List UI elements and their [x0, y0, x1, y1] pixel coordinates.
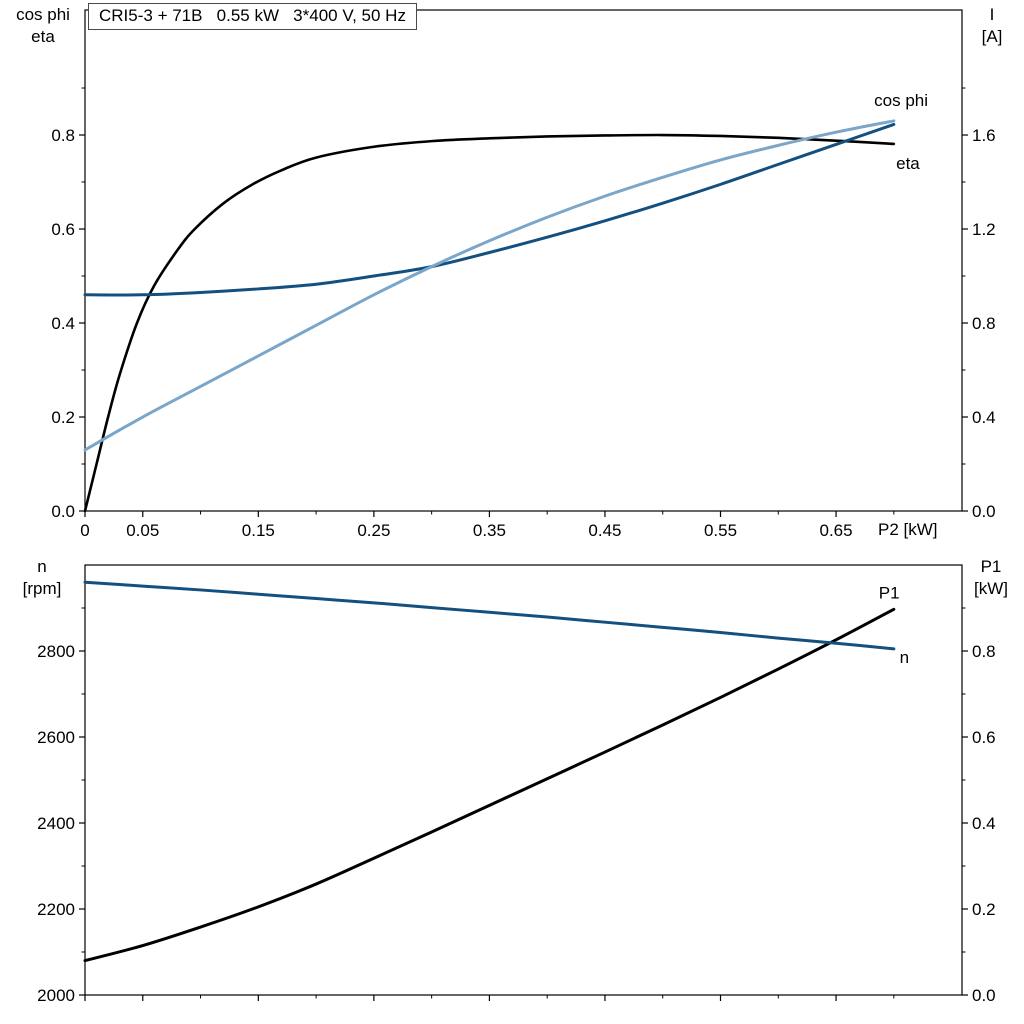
top-right-axis-header: I [A]	[964, 4, 1020, 48]
y-left-tick-label: 0.6	[51, 220, 75, 239]
y-right-tick-label: 0.2	[972, 900, 996, 919]
y-right-tick-label: 0.0	[972, 502, 996, 521]
y-left-tick-label: 2000	[37, 986, 75, 1005]
x-axis-label: P2 [kW]	[878, 520, 938, 539]
y-right-tick-label: 0.0	[972, 986, 996, 1005]
axis-label-current: I	[989, 5, 995, 24]
curve-eta	[83, 133, 896, 513]
curve-I	[83, 122, 896, 297]
y-right-tick-label: 0.4	[972, 814, 996, 833]
x-tick-label: 0.65	[820, 521, 853, 540]
curve-label-eta: eta	[896, 154, 920, 173]
axis-label-p1-unit: [kW]	[974, 579, 1008, 598]
top-left-axis-header: cos phi eta	[4, 4, 82, 48]
x-tick-label: 0.55	[704, 521, 737, 540]
x-tick-label: 0.35	[473, 521, 506, 540]
y-left-tick-label: 0.2	[51, 408, 75, 427]
bottom-right-axis-header: P1 [kW]	[962, 556, 1020, 600]
curve-P1	[83, 607, 896, 963]
y-left-tick-label: 0.4	[51, 314, 75, 333]
y-right-tick-label: 0.4	[972, 408, 996, 427]
y-right-tick-label: 0.6	[972, 728, 996, 747]
axis-label-cos-phi: cos phi	[16, 5, 70, 24]
y-left-tick-label: 2400	[37, 814, 75, 833]
panel-bottom: 2000 2200 2400 2600 2800 0.0 0.2 0.4 0.6 0.8 P1 n	[37, 564, 996, 1005]
y-left-tick-label: 2600	[37, 728, 75, 747]
x-tick-label: 0.05	[126, 521, 159, 540]
axis-label-p1: P1	[980, 557, 1002, 576]
panel-top: 0 0.05 0.15 0.25 0.35 0.45 0.55 0.65 0.0 0.2 0.4 0.…	[51, 9, 996, 540]
y-left-tick-label: 0.8	[51, 126, 75, 145]
plot-border	[84, 9, 963, 512]
y-right-tick-label: 1.2	[972, 220, 996, 239]
y-right-tick-label: 1.6	[972, 126, 996, 145]
curve-cos-phi	[83, 119, 896, 452]
y-left-tick-label: 2200	[37, 900, 75, 919]
axis-label-eta: eta	[31, 27, 55, 46]
y-right-tick-label: 0.8	[972, 314, 996, 333]
y-left-tick-label: 2800	[37, 642, 75, 661]
axis-label-speed-unit: [rpm]	[22, 579, 62, 598]
bottom-left-axis-header: n [rpm]	[6, 556, 78, 600]
y-right-tick-label: 0.8	[972, 642, 996, 661]
curve-n	[83, 580, 896, 651]
x-tick-label: 0.15	[242, 521, 275, 540]
plot-border	[84, 564, 963, 996]
curve-label-n: n	[900, 648, 909, 667]
y-left-tick-label: 0.0	[51, 502, 75, 521]
chart-title-box: CRI5-3 + 71B 0.55 kW 3*400 V, 50 Hz	[88, 3, 417, 30]
axis-label-current-unit: [A]	[981, 27, 1003, 46]
curve-label-cos-phi: cos phi	[874, 91, 928, 110]
x-tick-label: 0.25	[357, 521, 390, 540]
x-tick-label: 0	[80, 521, 89, 540]
x-tick-label: 0.45	[588, 521, 621, 540]
axis-label-speed: n	[37, 557, 47, 576]
curve-label-P1: P1	[879, 584, 900, 603]
